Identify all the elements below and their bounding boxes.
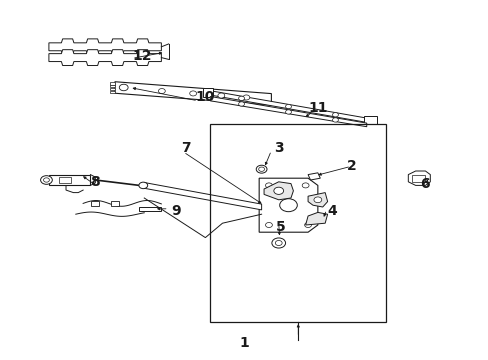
Polygon shape xyxy=(111,201,119,206)
Text: 9: 9 xyxy=(171,204,181,217)
Circle shape xyxy=(218,93,224,98)
Circle shape xyxy=(43,178,49,182)
Polygon shape xyxy=(259,178,317,232)
Circle shape xyxy=(332,113,338,117)
Circle shape xyxy=(158,89,165,94)
Circle shape xyxy=(41,176,52,184)
Circle shape xyxy=(275,240,282,246)
Polygon shape xyxy=(307,193,327,207)
Polygon shape xyxy=(407,171,429,185)
Bar xyxy=(210,124,386,322)
Text: 12: 12 xyxy=(132,49,151,63)
Text: 6: 6 xyxy=(420,177,429,190)
Text: 2: 2 xyxy=(346,159,356,172)
Circle shape xyxy=(304,222,311,228)
Polygon shape xyxy=(49,50,161,66)
Circle shape xyxy=(256,165,266,173)
Polygon shape xyxy=(305,212,327,225)
Circle shape xyxy=(332,118,338,122)
Polygon shape xyxy=(264,182,293,200)
Circle shape xyxy=(189,91,196,96)
Text: 8: 8 xyxy=(90,175,100,189)
Circle shape xyxy=(285,110,291,114)
Polygon shape xyxy=(210,91,366,122)
Polygon shape xyxy=(49,39,161,55)
Bar xyxy=(110,85,115,87)
Text: 3: 3 xyxy=(273,141,283,154)
Polygon shape xyxy=(115,82,271,105)
Circle shape xyxy=(265,222,272,228)
Polygon shape xyxy=(411,175,425,182)
Circle shape xyxy=(271,238,285,248)
Bar xyxy=(364,116,376,124)
Circle shape xyxy=(302,183,308,188)
Bar xyxy=(110,82,115,85)
Polygon shape xyxy=(144,183,261,210)
Circle shape xyxy=(273,187,283,194)
Circle shape xyxy=(258,167,264,171)
Circle shape xyxy=(279,199,297,212)
Circle shape xyxy=(139,182,147,189)
Polygon shape xyxy=(139,207,161,211)
Bar xyxy=(59,177,71,183)
Circle shape xyxy=(238,102,244,106)
Circle shape xyxy=(265,183,272,188)
Circle shape xyxy=(243,95,249,100)
Polygon shape xyxy=(91,201,99,206)
Bar xyxy=(110,88,115,90)
Circle shape xyxy=(238,96,244,100)
Polygon shape xyxy=(49,175,90,185)
Circle shape xyxy=(313,197,321,203)
Text: 5: 5 xyxy=(276,220,285,234)
Text: 11: 11 xyxy=(307,101,327,115)
Text: 4: 4 xyxy=(327,204,337,217)
Text: 1: 1 xyxy=(239,336,249,350)
Bar xyxy=(110,91,115,93)
Text: 10: 10 xyxy=(195,90,215,104)
Polygon shape xyxy=(210,96,366,127)
Circle shape xyxy=(285,104,291,109)
Text: 7: 7 xyxy=(181,141,190,154)
Circle shape xyxy=(119,84,128,91)
Polygon shape xyxy=(307,173,320,180)
Bar xyxy=(203,88,212,97)
